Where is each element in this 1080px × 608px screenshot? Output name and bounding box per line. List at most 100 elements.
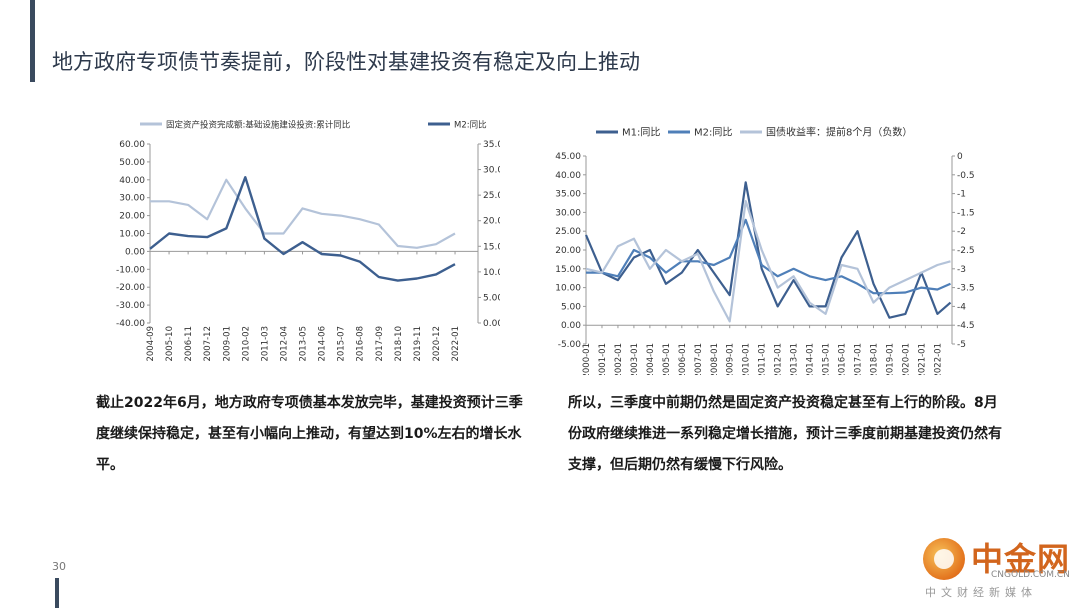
- chart-right-y-left-tick-label: 20.00: [555, 246, 581, 256]
- chart-right-y-right-tick-label: -1.5: [957, 208, 975, 218]
- chart-right-x-tick-label: 2014-01: [806, 343, 816, 375]
- chart-right-x-tick-label: 2015-01: [822, 343, 832, 375]
- chart-left-y-right-tick-label: 25.00: [483, 191, 500, 201]
- chart-right-x-tick-label: 2010-01: [742, 343, 752, 375]
- chart-left-y-right-tick-label: 15.00: [483, 242, 500, 252]
- chart-right-x-tick-label: 2016-01: [838, 343, 848, 375]
- logo-url: CNGOLD.COM.CN: [991, 570, 1070, 580]
- chart-right-y-left-tick-label: 10.00: [555, 284, 581, 294]
- chart-left-x-tick-label: 2015-07: [337, 326, 347, 362]
- chart-left-series-line-1: [150, 178, 456, 249]
- logo-name: 中金网: [971, 540, 1071, 578]
- chart-right-y-right-tick-label: -2.5: [957, 246, 975, 256]
- chart-right-x-tick-label: 2013-01: [790, 343, 800, 375]
- chart-right-x-tick-label: 2021-01: [917, 343, 927, 375]
- footer-accent-bar: [55, 578, 59, 608]
- chart-right-y-right-tick-label: -1: [957, 190, 966, 200]
- slide-title: 地方政府专项债节奏提前，阶段性对基建投资有稳定及向上推动: [52, 50, 640, 74]
- chart-left-x-tick-label: 2012-04: [279, 326, 289, 362]
- logo-emblem-icon: [923, 538, 965, 580]
- chart-right-x-tick-label: 2007-01: [694, 343, 704, 375]
- chart-left-y-left-tick-label: -40.00: [116, 319, 145, 329]
- chart-right-y-left-tick-label: 40.00: [555, 171, 581, 181]
- chart-left-y-right-tick-label: 5.00: [483, 293, 500, 303]
- chart-right-x-tick-label: 2017-01: [854, 343, 864, 375]
- paragraph-left: 截止2022年6月，地方政府专项债基本发放完毕，基建投资预计三季度继续保持稳定，…: [96, 395, 523, 473]
- chart-left-legend-label: M2:同比: [454, 120, 487, 131]
- chart-right-legend-label: M1:同比: [622, 127, 660, 139]
- chart-right-x-tick-label: 2004-01: [646, 343, 656, 375]
- chart-right-x-tick-label: 2008-01: [710, 343, 720, 375]
- chart-right-y-left-tick-label: 15.00: [555, 265, 581, 275]
- chart-left-y-left-tick-label: 10.00: [119, 230, 145, 240]
- chart-left-y-left-tick-label: 0.00: [125, 247, 145, 257]
- chart-left-legend-label: 固定资产投资完成额:基础设施建设投资:累计同比: [166, 120, 350, 131]
- chart-m1-m2-bond-yield: 45.00 40.00 35.00 30.00 25.00 20.00 15.00 10.00…: [548, 117, 984, 379]
- chart-right-x-tick-label: 2006-01: [678, 343, 688, 375]
- title-accent-bar: [30, 0, 35, 82]
- chart-right-y-left-tick-label: 0.00: [561, 321, 581, 331]
- chart-left-y-right-tick-label: 35.00: [483, 140, 500, 150]
- logo-tagline: 中文财经新媒体: [925, 586, 1037, 599]
- chart-left-x-tick-label: 2016-08: [356, 326, 366, 362]
- chart-left-x-tick-label: 2017-09: [375, 326, 385, 362]
- chart-right-x-tick-label: 2011-01: [758, 343, 768, 375]
- chart-right-x-tick-label: 2012-01: [774, 343, 784, 375]
- chart-right-y-right-tick-label: -3.5: [957, 284, 975, 294]
- chart-right-series-line-1: [584, 181, 952, 319]
- chart-left-x-tick-label: 2019-11: [413, 326, 423, 362]
- chart-right-svg: 45.00 40.00 35.00 30.00 25.00 20.00 15.00 10.00…: [555, 126, 975, 379]
- chart-right-x-tick-label: 2001-01: [598, 343, 608, 375]
- chart-left-y-right-tick-label: 10.00: [483, 268, 500, 278]
- chart-right-x-tick-label: 2022-01: [933, 343, 943, 375]
- chart-right-series-line-3: [585, 199, 951, 323]
- chart-left-x-tick-label: 2013-05: [299, 326, 309, 362]
- chart-right-y-left-tick-label: 45.00: [555, 152, 581, 162]
- brand-logo: 中金网 CNGOLD.COM.CN 中文财经新媒体: [915, 532, 1075, 602]
- chart-left-y-right-tick-label: 30.00: [483, 166, 500, 176]
- chart-left-x-tick-label: 2005-10: [165, 326, 175, 362]
- chart-right-x-tick-label: 2002-01: [614, 343, 624, 375]
- chart-left-y-right-tick-label: 20.00: [483, 217, 500, 227]
- chart-right-y-right-tick-label: -5: [957, 340, 966, 350]
- chart-right-x-tick-label: 2018-01: [869, 343, 879, 375]
- chart-right-y-left-tick-label: 35.00: [555, 190, 581, 200]
- chart-right-x-tick-label: 2005-01: [662, 343, 672, 375]
- chart-left-x-tick-label: 2010-02: [241, 326, 251, 362]
- chart-right-y-left-tick-label: 25.00: [555, 227, 581, 237]
- chart-left-x-tick-label: 2009-01: [222, 326, 232, 362]
- chart-right-y-right-tick-label: -0.5: [957, 171, 975, 181]
- chart-left-y-left-tick-label: -30.00: [116, 301, 145, 311]
- chart-left-x-tick-label: 2007-12: [203, 326, 213, 362]
- chart-right-y-left-tick-label: -5.00: [558, 340, 582, 350]
- chart-right-y-right-tick-label: -4: [957, 302, 966, 312]
- chart-left-x-tick-label: 2014-06: [318, 326, 328, 362]
- chart-right-x-tick-label: 2003-01: [630, 343, 640, 375]
- chart-left-y-left-tick-label: -10.00: [116, 265, 145, 275]
- paragraph-right: 所以，三季度中前期仍然是固定资产投资稳定甚至有上行的阶段。8月份政府继续推进一系…: [568, 395, 1002, 473]
- chart-right-y-right-tick-label: 0: [957, 152, 963, 162]
- chart-left-x-tick-label: 2006-11: [184, 326, 194, 362]
- chart-right-x-tick-label: 2020-01: [901, 343, 911, 375]
- chart-left-x-tick-label: 2022-01: [451, 326, 461, 362]
- chart-right-y-left-tick-label: 30.00: [555, 208, 581, 218]
- chart-left-series-line-2: [149, 175, 456, 282]
- chart-infrastructure-vs-m2: 60.00 50.00 40.00 30.00 20.00 10.00 0.00 -10.00…: [100, 108, 509, 373]
- chart-left-y-left-tick-label: 60.00: [119, 140, 145, 150]
- chart-left-y-left-tick-label: 50.00: [119, 158, 145, 168]
- chart-left-y-left-tick-label: 30.00: [119, 194, 145, 204]
- chart-left-x-tick-label: 2018-10: [394, 326, 404, 362]
- chart-right-x-tick-label: 2009-01: [726, 343, 736, 375]
- chart-left-svg: 60.00 50.00 40.00 30.00 20.00 10.00 0.00 -10.00…: [116, 120, 509, 362]
- chart-right-y-right-tick-label: -2: [957, 227, 966, 237]
- chart-right-x-tick-label: 2019-01: [885, 343, 895, 375]
- chart-left-y-left-tick-label: 40.00: [119, 176, 145, 186]
- chart-right-legend-label: 国债收益率：提前8个月（负数）: [766, 126, 912, 139]
- chart-right-y-right-tick-label: -4.5: [957, 321, 975, 331]
- chart-right-legend-label: M2:同比: [694, 127, 732, 139]
- chart-right-x-tick-label: 2000-01: [582, 343, 592, 375]
- chart-left-x-tick-label: 2004-09: [146, 326, 156, 362]
- chart-left-x-tick-label: 2020-12: [432, 326, 442, 362]
- chart-left-x-tick-label: 2011-03: [260, 326, 270, 362]
- page-number: 30: [52, 560, 66, 573]
